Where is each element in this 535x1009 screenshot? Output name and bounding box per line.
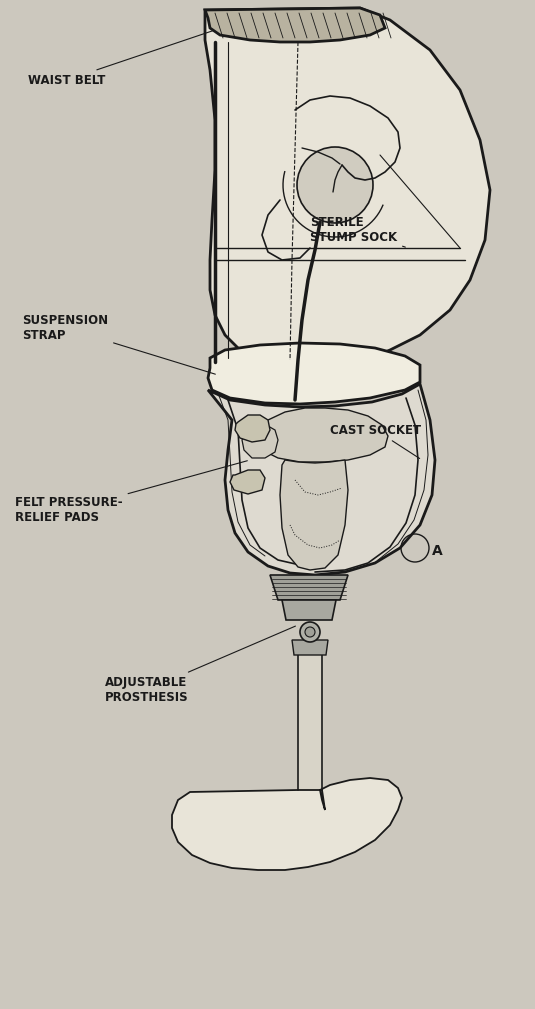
- Polygon shape: [280, 460, 348, 570]
- Text: CAST SOCKET: CAST SOCKET: [330, 424, 421, 458]
- Polygon shape: [270, 575, 348, 600]
- Polygon shape: [230, 470, 265, 494]
- Circle shape: [297, 147, 373, 223]
- Text: A: A: [432, 544, 443, 558]
- Polygon shape: [208, 384, 435, 575]
- Polygon shape: [292, 640, 328, 655]
- Text: FELT PRESSURE-
RELIEF PADS: FELT PRESSURE- RELIEF PADS: [15, 461, 247, 524]
- Circle shape: [305, 627, 315, 637]
- Polygon shape: [172, 778, 402, 870]
- Text: STERILE
STUMP SOCK: STERILE STUMP SOCK: [310, 216, 406, 247]
- Polygon shape: [235, 415, 270, 442]
- Polygon shape: [205, 8, 385, 42]
- Polygon shape: [258, 408, 388, 462]
- Circle shape: [300, 622, 320, 642]
- Polygon shape: [282, 600, 336, 620]
- Polygon shape: [208, 343, 420, 404]
- Text: ADJUSTABLE
PROSTHESIS: ADJUSTABLE PROSTHESIS: [105, 627, 295, 704]
- Polygon shape: [242, 426, 278, 458]
- Text: SUSPENSION
STRAP: SUSPENSION STRAP: [22, 314, 216, 374]
- Text: WAIST BELT: WAIST BELT: [28, 31, 212, 87]
- Polygon shape: [205, 8, 490, 363]
